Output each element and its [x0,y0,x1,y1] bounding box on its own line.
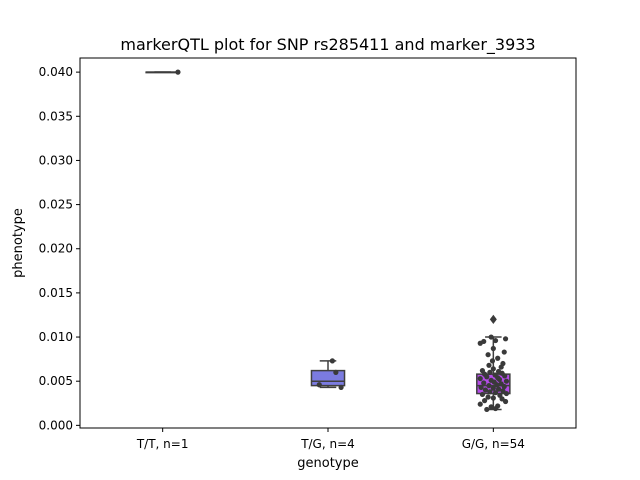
x-tick-label: T/T, n=1 [136,437,189,451]
data-point [488,334,494,340]
data-point [488,404,494,410]
y-tick-label: 0.010 [39,330,73,344]
y-tick-label: 0.005 [39,374,73,388]
data-point [492,372,498,378]
y-tick-label: 0.040 [39,65,73,79]
data-point [489,358,496,364]
x-tick-label: T/G, n=4 [300,437,355,451]
data-point [316,382,322,388]
chart-title: markerQTL plot for SNP rs285411 and mark… [120,35,535,55]
data-point [477,375,483,382]
data-point [497,392,503,398]
data-point [484,406,490,413]
data-point [479,368,486,374]
x-axis: T/T, n=1 T/G, n=4 G/G, n=54 [136,428,525,451]
data-point [482,398,488,404]
data-point [503,378,510,384]
data-point [479,391,486,398]
data-point [486,362,492,368]
y-tick-label: 0.020 [39,242,73,256]
data-point [482,387,489,393]
data-point [175,69,181,75]
y-tick-label: 0.000 [39,418,73,432]
y-tick-label: 0.015 [39,286,73,300]
data-point [478,384,484,390]
x-axis-label: genotype [297,456,358,471]
data-point [329,358,335,364]
data-point [481,380,487,386]
data-point [481,338,487,345]
box-group [310,358,346,390]
data-point [501,349,507,355]
data-point [495,355,501,361]
data-point [502,336,509,342]
data-point [495,386,502,392]
data-point [485,394,491,400]
data-point [492,337,499,344]
data-point [338,384,344,390]
data-point [490,316,496,322]
data-point [495,368,502,375]
box-group [476,314,511,413]
y-tick-label: 0.030 [39,153,73,167]
data-point [490,345,496,352]
plot-area [145,69,511,413]
x-tick-label: G/G, n=54 [462,437,525,451]
data-point [490,395,496,401]
data-point [495,403,501,409]
data-point [498,381,504,387]
data-point [490,385,496,391]
data-point [490,366,496,372]
data-point [500,388,506,394]
y-tick-label: 0.025 [39,198,73,212]
data-point [486,383,492,389]
y-axis: 0.000 0.005 0.010 0.015 0.020 0.025 0.030 0.035… [39,65,80,432]
box [310,369,346,387]
data-point [477,401,483,407]
box-group [145,69,181,75]
data-point [487,369,493,375]
y-axis-label: phenotype [11,208,26,278]
data-point [333,369,339,375]
data-point [487,389,493,395]
data-point [500,360,506,367]
data-point [485,352,491,358]
y-tick-label: 0.035 [39,109,73,123]
data-point [488,377,494,383]
data-point [492,390,499,396]
